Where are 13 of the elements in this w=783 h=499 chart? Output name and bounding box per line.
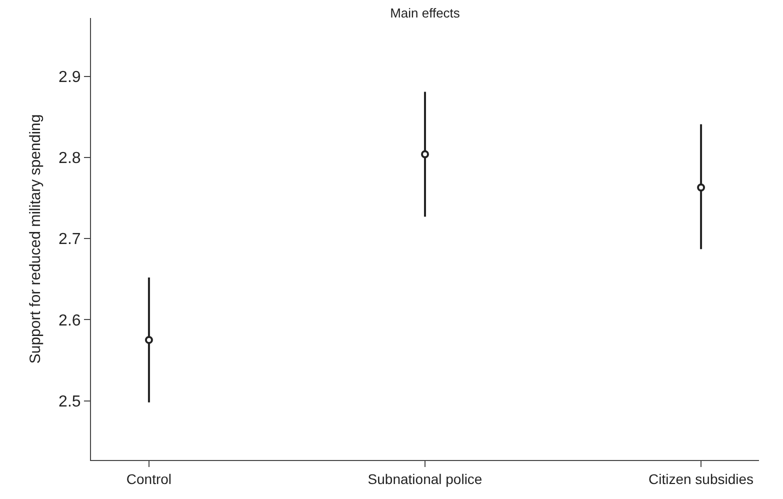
x-tick-label: Subnational police bbox=[368, 470, 482, 487]
chart-title: Main effects bbox=[390, 6, 460, 21]
point bbox=[697, 184, 706, 192]
x-tick-label: Citizen subsidies bbox=[648, 470, 754, 487]
x-tick-label: Control bbox=[126, 470, 172, 487]
y-tick-label: 2.6 bbox=[58, 312, 81, 330]
point bbox=[144, 336, 153, 344]
y-tick-label: 2.9 bbox=[58, 68, 81, 86]
y-axis-title: Support for reduced military spending bbox=[26, 114, 44, 364]
y-tick-label: 2.5 bbox=[58, 393, 81, 410]
y-tick-label: 2.7 bbox=[58, 231, 81, 248]
point bbox=[421, 150, 429, 158]
y-tick-label: 2.8 bbox=[58, 150, 81, 168]
